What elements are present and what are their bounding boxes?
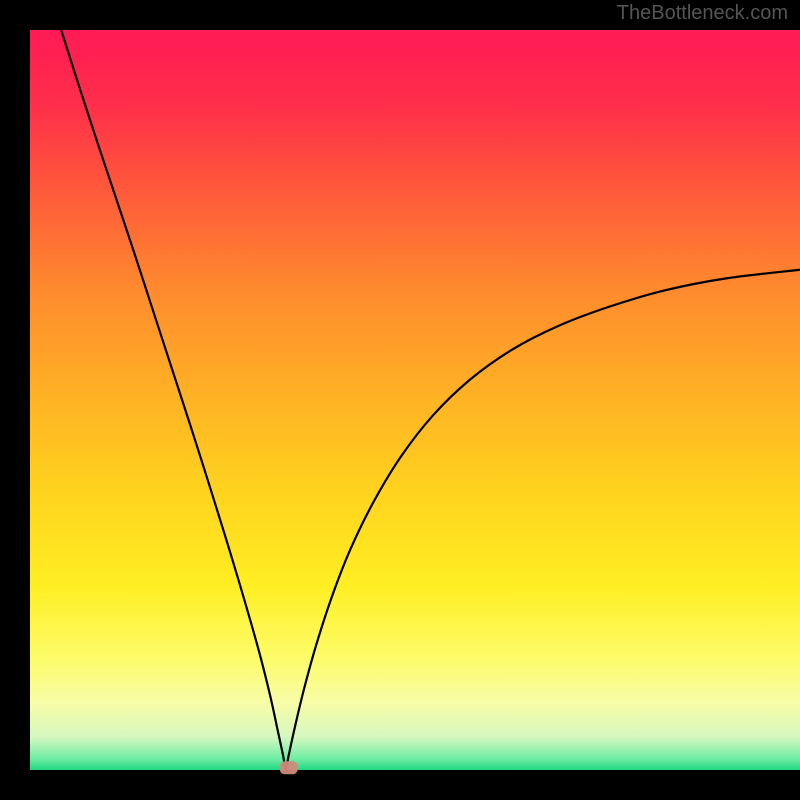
optimal-point-marker: [280, 761, 298, 774]
chart-svg: [0, 0, 800, 800]
frame-bottom: [0, 770, 800, 800]
watermark-text: TheBottleneck.com: [617, 2, 788, 25]
plot-background: [30, 30, 800, 770]
frame-left: [0, 0, 30, 800]
chart-container: TheBottleneck.com: [0, 0, 800, 800]
